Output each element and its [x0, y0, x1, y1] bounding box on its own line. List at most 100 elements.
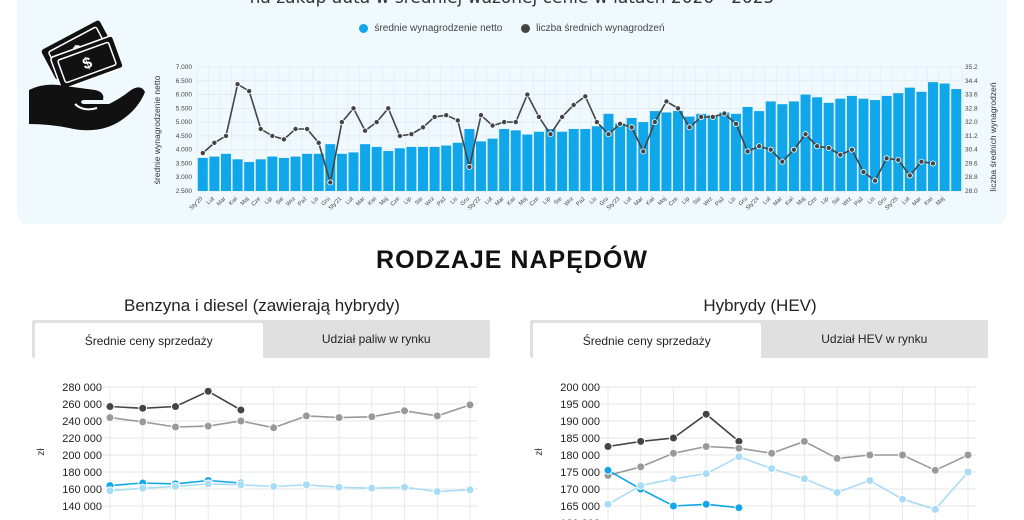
bar — [452, 142, 463, 191]
series-point — [465, 485, 475, 495]
series-point — [865, 476, 875, 485]
y-tick-label: 5.000 — [176, 119, 193, 126]
series-point — [367, 483, 377, 493]
series-point — [603, 499, 613, 509]
bar — [290, 156, 301, 191]
count-point — [512, 119, 519, 126]
y2-axis-label: liczba średnich wynagrodzeń — [988, 82, 998, 191]
series-point — [668, 448, 678, 458]
bar — [313, 153, 324, 191]
bar — [267, 156, 278, 191]
x-tick-label: Paź — [575, 196, 586, 207]
count-point — [350, 105, 357, 112]
x-tick-label: Mar — [912, 196, 923, 207]
x-tick-label: Lis — [450, 196, 460, 206]
tab-avg-prices-hev[interactable]: Średnie ceny sprzedaży — [533, 323, 761, 358]
x-tick-label: Gru — [460, 196, 471, 207]
series-point — [734, 503, 744, 513]
legend-item-salary[interactable]: średnie wynagrodzenie netto — [359, 23, 502, 34]
series-line — [607, 455, 969, 511]
series-point — [701, 442, 711, 451]
series-point — [269, 423, 279, 433]
x-tick-label: Mar — [772, 196, 783, 207]
series-point — [138, 417, 148, 427]
count-point — [825, 144, 832, 151]
count-point — [582, 93, 589, 100]
x-tick-label: Wrz — [703, 196, 715, 208]
count-point — [640, 148, 647, 155]
bar — [846, 95, 857, 191]
x-tick-label: Mar — [355, 196, 366, 207]
bar — [545, 129, 556, 191]
y-axis-label: zł — [534, 448, 545, 456]
series-point — [105, 486, 115, 496]
legend-item-count[interactable]: liczba średnich wynagrodzeń — [521, 23, 665, 34]
bar — [360, 144, 371, 191]
bar — [626, 117, 637, 191]
x-tick-label: Maj — [935, 196, 946, 207]
bar — [441, 145, 452, 191]
bar — [951, 89, 962, 191]
x-tick-label: Sie — [414, 196, 424, 206]
bar — [510, 130, 521, 191]
x-tick-label: Cze — [668, 196, 680, 208]
bar — [371, 146, 382, 191]
legend-label: liczba średnich wynagrodzeń — [536, 23, 665, 34]
bar — [278, 157, 289, 191]
bar — [232, 159, 243, 191]
x-tick-label: Sty'23 — [606, 196, 622, 212]
count-point — [605, 131, 612, 138]
series-point — [734, 452, 744, 462]
x-tick-label: Sty'24 — [745, 196, 761, 212]
x-tick-label: Lis — [311, 196, 321, 206]
tab-avg-prices-fuel[interactable]: Średnie ceny sprzedaży — [35, 323, 263, 358]
x-tick-label: Mar — [494, 196, 505, 207]
panel-title-hev: Hybrydy (HEV) — [703, 296, 817, 315]
x-tick-label: Maj — [518, 196, 529, 207]
series-point — [668, 433, 678, 443]
count-point — [524, 91, 531, 98]
bar — [858, 98, 869, 191]
y2-tick-label: 30.4 — [965, 147, 978, 154]
series-line — [109, 404, 471, 429]
y-tick-label: 200 000 — [560, 382, 600, 394]
x-tick-label: Lis — [867, 196, 877, 206]
count-point — [396, 132, 403, 139]
x-tick-label: Lut — [901, 196, 911, 206]
series-point — [636, 481, 646, 491]
count-point — [362, 127, 369, 134]
bar — [302, 153, 313, 191]
tab-share-fuel[interactable]: Udział paliw w rynku — [321, 332, 431, 346]
x-tick-label: Gru — [877, 196, 888, 207]
series-point — [930, 465, 940, 475]
x-tick-label: Kwi — [367, 196, 378, 207]
bar — [557, 131, 568, 191]
x-tick-label: Paź — [297, 196, 308, 207]
count-point — [628, 124, 635, 131]
y2-tick-label: 33.6 — [965, 92, 978, 99]
tab-share-hev[interactable]: Udział HEV w rynku — [821, 332, 928, 346]
y-tick-label: 7.000 — [176, 64, 193, 71]
count-point — [709, 113, 716, 120]
count-point — [790, 146, 797, 153]
bar — [475, 141, 486, 191]
bar — [765, 101, 776, 191]
series-point — [170, 402, 180, 412]
count-point — [686, 124, 693, 131]
legend-dot-icon — [521, 24, 531, 33]
x-tick-label: Lut — [345, 196, 355, 206]
count-point — [327, 179, 334, 186]
series-point — [334, 413, 344, 423]
series-point — [799, 436, 809, 446]
series-point — [701, 409, 711, 419]
bar — [916, 91, 927, 191]
x-tick-label: Kwi — [924, 196, 935, 207]
y-tick-label: 5.500 — [176, 105, 193, 112]
x-tick-label: Mar — [633, 196, 644, 207]
count-point — [570, 101, 577, 108]
series-point — [400, 482, 410, 492]
bar — [904, 87, 915, 191]
y2-tick-label: 31.2 — [965, 133, 978, 140]
bar — [615, 123, 626, 191]
count-point — [802, 131, 809, 138]
